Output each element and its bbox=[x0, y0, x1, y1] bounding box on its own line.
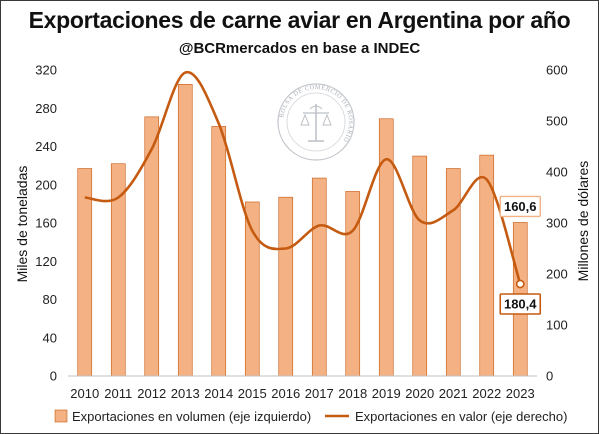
y-left-tick-label: 80 bbox=[43, 292, 57, 307]
bar-2021 bbox=[445, 168, 461, 377]
y-axis-left-title: Miles de toneladas bbox=[14, 166, 30, 283]
y-left-tick-label: 0 bbox=[50, 369, 57, 384]
x-tick-label: 2013 bbox=[171, 386, 200, 401]
y-left-tick-label: 120 bbox=[35, 254, 57, 269]
bar-callout-label: 160,6 bbox=[504, 199, 537, 214]
y-left-tick-label: 160 bbox=[35, 216, 57, 231]
bar-2013 bbox=[177, 84, 193, 377]
y-left-tick-label: 200 bbox=[35, 177, 57, 192]
x-tick-label: 2010 bbox=[70, 386, 99, 401]
bar-2019 bbox=[378, 118, 394, 377]
x-tick-label: 2021 bbox=[439, 386, 468, 401]
y-axis-right: 0 100 200 300 400 500 600 bbox=[546, 63, 568, 384]
x-tick-label: 2019 bbox=[372, 386, 401, 401]
x-tick-label: 2014 bbox=[204, 386, 233, 401]
legend-label-value: Exportaciones en valor (eje derecho) bbox=[355, 409, 567, 424]
bar-2020 bbox=[412, 155, 428, 377]
x-tick-label: 2015 bbox=[238, 386, 267, 401]
y-right-tick-label: 200 bbox=[546, 267, 568, 282]
x-axis: 2010 2011 2012 2013 2014 2015 2016 2017 2018 2019… bbox=[70, 386, 534, 401]
line-callout-label: 180,4 bbox=[504, 296, 537, 311]
line-value-series bbox=[84, 71, 522, 285]
bar-2014 bbox=[211, 126, 227, 377]
x-tick-label: 2020 bbox=[405, 386, 434, 401]
x-tick-label: 2016 bbox=[271, 386, 300, 401]
bar-2018 bbox=[345, 191, 361, 377]
x-tick-label: 2018 bbox=[338, 386, 367, 401]
y-right-tick-label: 300 bbox=[546, 216, 568, 231]
bar-2016 bbox=[278, 196, 294, 377]
watermark-seal: BOLSA DE COMERCIO DE ROSARIO bbox=[277, 83, 355, 161]
y-right-tick-label: 0 bbox=[546, 369, 553, 384]
line-callout-box bbox=[499, 293, 542, 315]
y-axis-left: 0 40 80 120 160 200 240 280 320 bbox=[35, 63, 57, 384]
legend-label-volume: Exportaciones en volumen (eje izquierdo) bbox=[72, 409, 311, 424]
y-right-tick-label: 100 bbox=[546, 318, 568, 333]
y-right-tick-label: 500 bbox=[546, 114, 568, 129]
x-tick-label: 2011 bbox=[104, 386, 132, 401]
line-point-2023 bbox=[515, 279, 525, 289]
y-left-tick-label: 40 bbox=[43, 330, 57, 345]
y-right-tick-label: 600 bbox=[546, 63, 568, 78]
x-tick-label: 2017 bbox=[305, 386, 334, 401]
bar-2011 bbox=[110, 163, 126, 377]
y-right-tick-label: 400 bbox=[546, 165, 568, 180]
y-left-tick-label: 280 bbox=[35, 101, 57, 116]
y-axis-right-title: Millones de dólares bbox=[575, 161, 591, 282]
bar-callout-box bbox=[499, 195, 541, 218]
callouts: 160,6 180,4 bbox=[499, 195, 542, 315]
bar-2017 bbox=[311, 177, 327, 377]
y-left-tick-label: 240 bbox=[35, 139, 57, 154]
chart-subtitle: @BCRmercados en base a INDEC bbox=[178, 40, 421, 57]
x-tick-label: 2022 bbox=[472, 386, 501, 401]
x-tick-label: 2023 bbox=[506, 386, 535, 401]
y-left-tick-label: 320 bbox=[35, 63, 57, 78]
legend-swatch-volume bbox=[54, 409, 68, 423]
x-tick-label: 2012 bbox=[137, 386, 166, 401]
legend: Exportaciones en volumen (eje izquierdo)… bbox=[54, 409, 567, 424]
bar-series bbox=[77, 84, 528, 377]
line-series bbox=[84, 71, 525, 289]
chart-title: Exportaciones de carne aviar en Argentin… bbox=[28, 7, 571, 33]
